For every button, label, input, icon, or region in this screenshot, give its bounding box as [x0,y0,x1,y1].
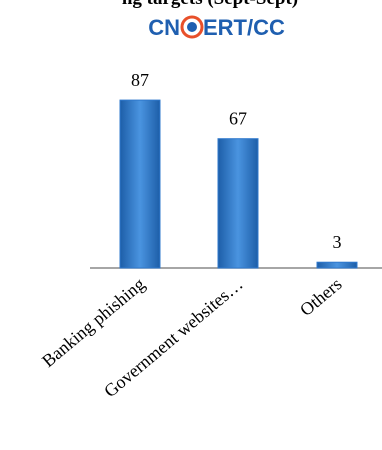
chart-title: ng targets (Sept-Sept) [122,0,298,9]
logo-text: ERT/CC [203,15,285,40]
x-tick-label: Others [296,274,346,320]
x-tick-label: Banking phishing [38,274,149,371]
bar [316,261,358,269]
bar [217,138,259,269]
bar [119,99,161,269]
data-label: 67 [229,109,247,129]
logo-text: CN [148,15,180,40]
logo-icon [187,22,197,32]
data-label: 3 [333,232,342,252]
logo-icon [180,15,204,39]
data-label: 87 [131,70,149,90]
logo: CN ERT/CC [148,15,285,40]
